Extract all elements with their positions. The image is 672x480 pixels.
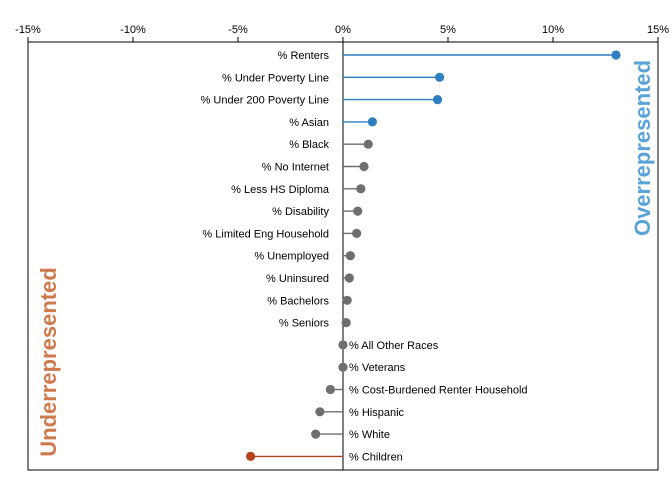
data-point	[435, 72, 445, 82]
underrepresented-label: Underrepresented	[36, 267, 61, 457]
data-point	[338, 340, 348, 350]
data-point	[341, 318, 351, 328]
category-label: % Uninsured	[266, 273, 329, 285]
category-label: % Bachelors	[267, 295, 329, 307]
x-tick-label: 10%	[542, 24, 564, 36]
category-label: % Under 200 Poverty Line	[201, 95, 329, 107]
category-label: % Veterans	[349, 362, 406, 374]
data-point	[367, 117, 377, 127]
category-label: % Seniors	[279, 318, 330, 330]
data-point	[338, 362, 348, 372]
x-tick-label: -10%	[120, 24, 146, 36]
category-label: % Under Poverty Line	[222, 72, 329, 84]
data-point	[356, 184, 366, 194]
data-point	[345, 251, 355, 261]
x-axis: -15% -10% -5% 0% 5% 10% 15%	[15, 24, 669, 42]
data-point	[352, 228, 362, 238]
category-label: % Renters	[278, 50, 330, 62]
data-point	[353, 206, 363, 216]
chart-marks: % Renters % Under Poverty Line % Under 200…	[201, 50, 621, 463]
data-point	[363, 139, 373, 149]
overrepresented-label: Overrepresented	[630, 60, 655, 236]
data-point	[325, 384, 335, 395]
category-label: % Asian	[289, 117, 329, 129]
category-label: % Hispanic	[349, 407, 405, 419]
data-point	[342, 295, 352, 305]
category-label: % Limited Eng Household	[202, 228, 329, 240]
data-point	[611, 50, 621, 60]
x-tick-label: -5%	[228, 24, 248, 36]
x-tick-label: 15%	[647, 24, 669, 36]
category-label: % Black	[289, 139, 329, 151]
x-tick-label: -15%	[15, 24, 41, 36]
data-point	[344, 273, 354, 283]
category-label: % Children	[349, 451, 403, 463]
data-point	[432, 95, 443, 105]
x-tick-label: 0%	[335, 24, 351, 36]
category-label: % No Internet	[262, 162, 329, 174]
data-point	[359, 161, 369, 172]
data-point	[246, 451, 256, 461]
category-label: % Disability	[272, 206, 329, 218]
data-point	[311, 429, 321, 439]
category-label: % White	[349, 429, 390, 441]
category-label: % Unemployed	[254, 251, 329, 263]
data-point	[315, 407, 325, 417]
x-tick-label: 5%	[440, 24, 456, 36]
category-label: % Less HS Diploma	[231, 184, 330, 196]
category-label: % Cost-Burdened Renter Household	[349, 385, 528, 397]
category-label: % All Other Races	[349, 340, 439, 352]
